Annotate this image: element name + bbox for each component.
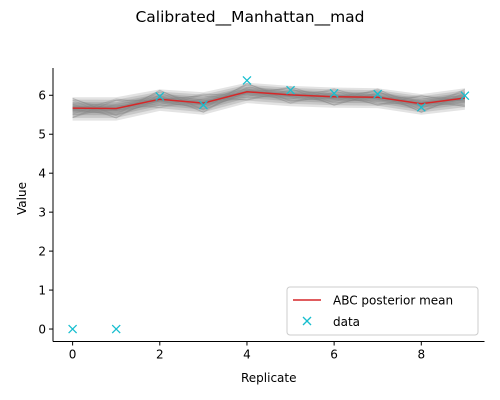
legend-label-posterior-mean: ABC posterior mean [333, 294, 453, 308]
legend: ABC posterior mean data [286, 286, 479, 336]
posterior-sample-trace [72, 88, 465, 115]
x-tick-label: 0 [69, 348, 77, 362]
posterior-sample-trace [72, 89, 465, 111]
data-point-marker [460, 91, 470, 101]
x-axis-title: Replicate [241, 371, 297, 385]
x-tick-label: 2 [156, 348, 164, 362]
y-tick-label: 1 [38, 283, 46, 297]
posterior-band-layer [72, 86, 465, 116]
posterior-sample-trace [72, 83, 466, 119]
legend-marker-swatch [302, 316, 312, 326]
posterior-band-layer [72, 84, 465, 118]
posterior-band-layer [72, 88, 465, 113]
posterior-band-layer [72, 82, 465, 121]
legend-label-data: data [333, 315, 360, 329]
data-point-marker [155, 91, 165, 101]
posterior-sample-trace [72, 84, 466, 115]
x-tick-label: 6 [330, 348, 338, 362]
y-tick-label: 2 [38, 244, 46, 258]
posterior-sample-trace [72, 86, 465, 116]
data-point-marker [286, 85, 296, 95]
data-point-marker [242, 76, 252, 85]
x-tick-label: 8 [417, 348, 425, 362]
y-tick-label: 3 [38, 205, 46, 219]
ticks: 0 2 4 6 8 0 1 2 3 4 5 6 [38, 89, 425, 362]
axes [52, 68, 485, 342]
data-point-marker [111, 324, 121, 334]
data-point-marker [329, 88, 339, 98]
series-layer [68, 76, 470, 334]
posterior-sample-trace [72, 87, 465, 116]
y-axis-title: Value [15, 182, 29, 215]
data-point-marker [68, 324, 78, 334]
legend-frame [286, 286, 479, 336]
data-point-marker [416, 102, 426, 112]
y-tick-label: 6 [38, 89, 46, 103]
y-tick-label: 5 [38, 128, 46, 142]
data-point-marker [198, 100, 208, 110]
y-tick-label: 0 [38, 322, 46, 336]
data-point-marker [373, 89, 383, 99]
chart-title: Calibrated__Manhattan__mad [135, 8, 364, 27]
y-tick-label: 4 [38, 166, 46, 180]
posterior-sample-trace [72, 82, 466, 119]
posterior-mean-line [72, 91, 465, 110]
posterior-sample-trace [72, 82, 466, 118]
posterior-sample-trace [72, 87, 466, 108]
x-tick-label: 4 [243, 348, 251, 362]
